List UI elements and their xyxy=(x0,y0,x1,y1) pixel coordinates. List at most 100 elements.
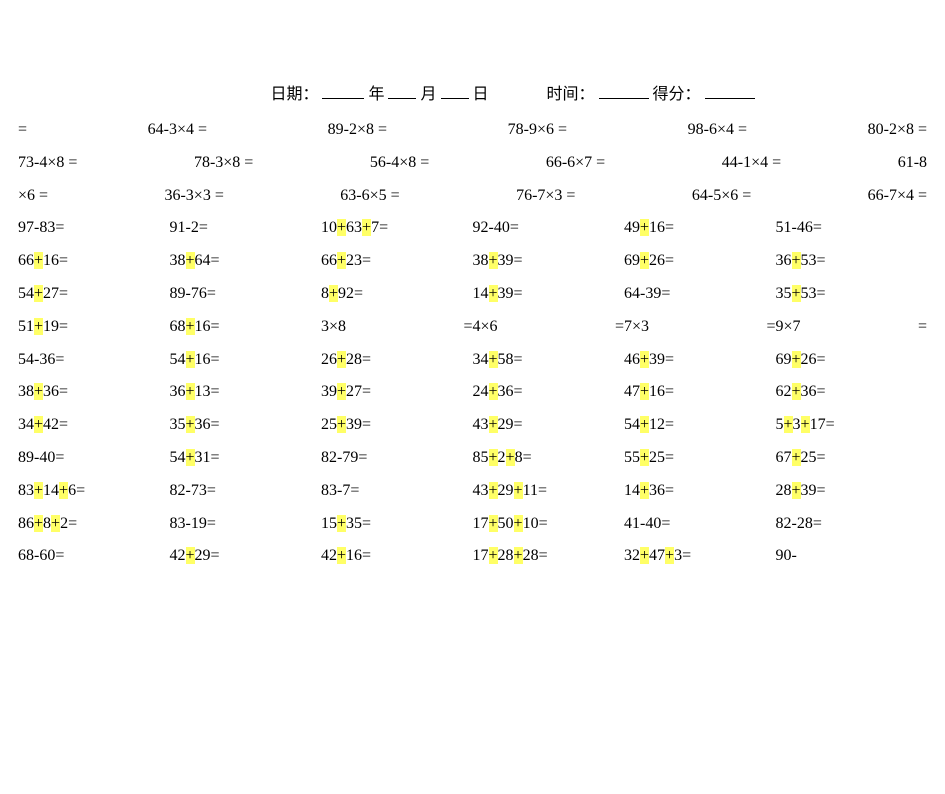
problem-cell: 54-36= xyxy=(18,344,170,377)
problem-cell: 64-5×6 = xyxy=(692,180,751,213)
problem-cell: 76-7×3 = xyxy=(516,180,575,213)
problem-cell: 64-39= xyxy=(624,278,776,311)
flow-row: ×6 = 36-3×3 = 63-6×5 = 76-7×3 = 64-5×6 =… xyxy=(18,180,927,213)
flow-rows: = 64-3×4 = 89-2×8 = 78-9×6 = 98-6×4 = 80… xyxy=(18,114,927,212)
month-blank xyxy=(388,82,416,99)
problem-cell: 66-6×7 = xyxy=(546,147,605,180)
problem-cell: 49+16= xyxy=(624,212,776,245)
time-label: 时间： xyxy=(547,86,595,103)
day-blank xyxy=(441,82,469,99)
problem-cell: 32+47+3= xyxy=(624,540,776,573)
problem-cell: 43+29+11= xyxy=(473,475,625,508)
problem-cell: 35+53= xyxy=(776,278,928,311)
problem-cell: 8+92= xyxy=(321,278,473,311)
score-blank xyxy=(705,82,755,99)
year-label: 年 xyxy=(368,86,384,103)
problem-cell: 66-7×4 = xyxy=(868,180,927,213)
problem-cell: 90- xyxy=(776,540,928,573)
problem-cell: 26+28= xyxy=(321,344,473,377)
problem-cell: 24+36= xyxy=(473,376,625,409)
problem-cell: 83-19= xyxy=(170,508,322,541)
problem-cell: 78-3×8 = xyxy=(194,147,253,180)
problem-cell: 46+39= xyxy=(624,344,776,377)
problem-cell: 54+27= xyxy=(18,278,170,311)
flow-row: = 64-3×4 = 89-2×8 = 78-9×6 = 98-6×4 = 80… xyxy=(18,114,927,147)
time-blank xyxy=(599,82,649,99)
table-row: 66+16=38+64=66+23=38+39=69+26=36+53= xyxy=(18,245,927,278)
problem-cell: 7×3 = xyxy=(624,311,776,344)
problem-cell: ×6 = xyxy=(18,180,48,213)
table-row: 68-60=42+29=42+16=17+28+28=32+47+3=90- xyxy=(18,540,927,573)
problem-cell: 15+35= xyxy=(321,508,473,541)
day-label: 日 xyxy=(473,86,489,103)
problem-cell: 39+27= xyxy=(321,376,473,409)
problem-cell: 83+14+6= xyxy=(18,475,170,508)
worksheet-page: 日期： 年 月 日 时间： 得分： = 64-3×4 = 89-2×8 = 78… xyxy=(0,0,945,794)
problem-cell: 38+36= xyxy=(18,376,170,409)
problem-cell: 62+36= xyxy=(776,376,928,409)
problem-cell: 80-2×8 = xyxy=(868,114,927,147)
problem-cell: 69+26= xyxy=(776,344,928,377)
problem-cell: 91-2= xyxy=(170,212,322,245)
problem-cell: 98-6×4 = xyxy=(688,114,747,147)
problem-cell: 43+29= xyxy=(473,409,625,442)
problem-cell: 36+53= xyxy=(776,245,928,278)
problem-cell: 66+23= xyxy=(321,245,473,278)
problem-cell: 89-40= xyxy=(18,442,170,475)
problem-cell: 35+36= xyxy=(170,409,322,442)
problem-cell: 69+26= xyxy=(624,245,776,278)
problem-cell: 66+16= xyxy=(18,245,170,278)
problem-cell: 63-6×5 = xyxy=(340,180,399,213)
table-row: 54-36=54+16=26+28=34+58=46+39=69+26= xyxy=(18,344,927,377)
problems-table: 97-83=91-2=10+63+7=92-40=49+16=51-46=66+… xyxy=(18,212,927,573)
problem-cell: 61-8 xyxy=(898,147,927,180)
problem-cell: 54+31= xyxy=(170,442,322,475)
problem-cell: 17+28+28= xyxy=(473,540,625,573)
problem-cell: 51+19= xyxy=(18,311,170,344)
problem-cell: 97-83= xyxy=(18,212,170,245)
problem-cell: 38+39= xyxy=(473,245,625,278)
table-row: 86+8+2=83-19=15+35=17+50+10=41-40=82-28= xyxy=(18,508,927,541)
problem-cell: 42+29= xyxy=(170,540,322,573)
problem-cell: 5+3+17= xyxy=(776,409,928,442)
problem-cell: 34+42= xyxy=(18,409,170,442)
problem-cell: 3×8 = xyxy=(321,311,473,344)
problem-cell: 92-40= xyxy=(473,212,625,245)
score-label: 得分： xyxy=(653,86,701,103)
problem-cell: 67+25= xyxy=(776,442,928,475)
year-blank xyxy=(322,82,364,99)
problem-cell: 17+50+10= xyxy=(473,508,625,541)
problem-cell: 73-4×8 = xyxy=(18,147,77,180)
problem-cell: 68+16= xyxy=(170,311,322,344)
problem-cell: 54+16= xyxy=(170,344,322,377)
table-row: 34+42=35+36=25+39=43+29=54+12=5+3+17= xyxy=(18,409,927,442)
problem-cell: 9×7 = xyxy=(776,311,928,344)
problem-cell: = xyxy=(18,114,27,147)
problems-area: = 64-3×4 = 89-2×8 = 78-9×6 = 98-6×4 = 80… xyxy=(18,114,927,573)
problem-cell: 41-40= xyxy=(624,508,776,541)
problem-cell: 14+39= xyxy=(473,278,625,311)
problem-cell: 36-3×3 = xyxy=(164,180,223,213)
problem-cell: 47+16= xyxy=(624,376,776,409)
problem-cell: 89-2×8 = xyxy=(328,114,387,147)
problem-cell: 36+13= xyxy=(170,376,322,409)
problem-cell: 64-3×4 = xyxy=(148,114,207,147)
flow-row: 73-4×8 = 78-3×8 = 56-4×8 = 66-6×7 = 44-1… xyxy=(18,147,927,180)
problem-cell: 25+39= xyxy=(321,409,473,442)
table-row: 89-40=54+31=82-79=85+2+8=55+25=67+25= xyxy=(18,442,927,475)
problem-cell: 10+63+7= xyxy=(321,212,473,245)
problem-cell: 82-79= xyxy=(321,442,473,475)
table-row: 51+19=68+16=3×8 =4×6 =7×3 =9×7 = xyxy=(18,311,927,344)
problem-cell: 28+39= xyxy=(776,475,928,508)
worksheet-header: 日期： 年 月 日 时间： 得分： xyxy=(218,80,807,110)
problem-cell: 82-28= xyxy=(776,508,928,541)
problem-cell: 38+64= xyxy=(170,245,322,278)
problem-cell: 86+8+2= xyxy=(18,508,170,541)
problem-cell: 34+58= xyxy=(473,344,625,377)
problem-cell: 54+12= xyxy=(624,409,776,442)
problem-cell: 55+25= xyxy=(624,442,776,475)
problem-cell: 56-4×8 = xyxy=(370,147,429,180)
problem-cell: 44-1×4 = xyxy=(722,147,781,180)
problem-cell: 42+16= xyxy=(321,540,473,573)
date-label: 日期： xyxy=(270,86,318,103)
